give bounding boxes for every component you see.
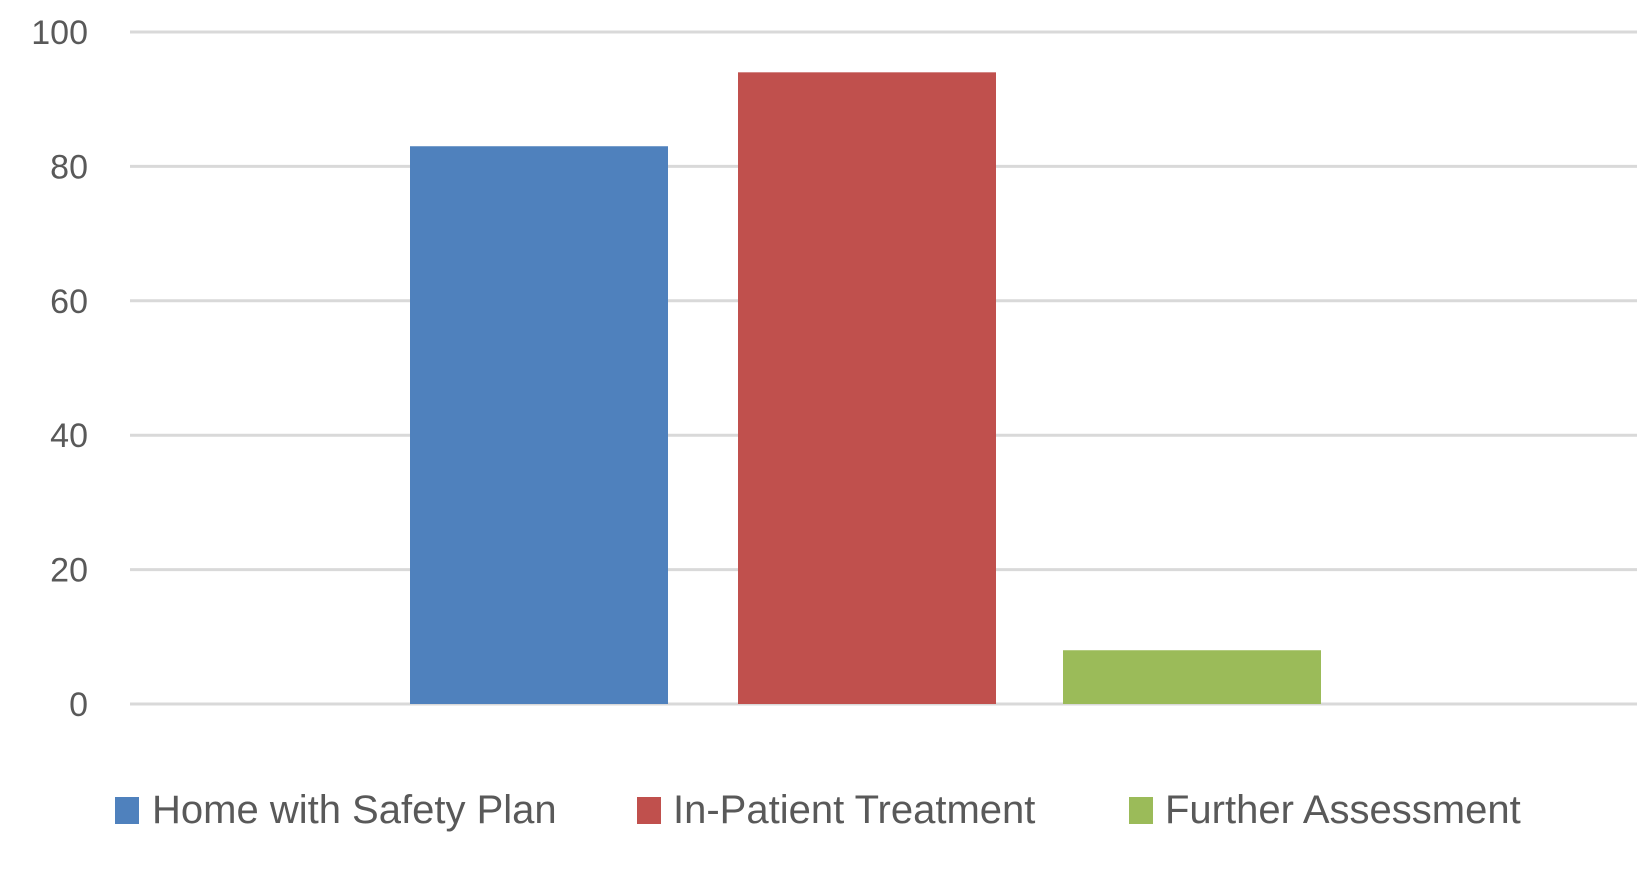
- legend-label: Further Assessment: [1165, 788, 1521, 832]
- legend-label: Home with Safety Plan: [152, 788, 557, 832]
- y-tick-label: 100: [31, 14, 88, 52]
- legend-swatch: [1129, 797, 1153, 824]
- legend-item: In-Patient Treatment: [637, 788, 1035, 832]
- legend: Home with Safety Plan In-Patient Treatmen…: [115, 788, 1521, 832]
- y-tick-label: 80: [50, 148, 88, 186]
- legend-item: Further Assessment: [1129, 788, 1521, 832]
- legend-swatch: [115, 797, 139, 824]
- bar-home-with-safety-plan: [410, 146, 668, 705]
- bar-further-assessment: [1063, 650, 1321, 704]
- bar-in-patient-treatment: [738, 72, 996, 704]
- y-tick-label: 60: [50, 283, 88, 321]
- y-tick-label: 20: [50, 552, 88, 590]
- y-axis: 0 20 40 60 80 100: [31, 14, 88, 724]
- bars: [410, 72, 1321, 705]
- legend-item: Home with Safety Plan: [115, 788, 557, 832]
- legend-label: In-Patient Treatment: [673, 788, 1035, 832]
- y-tick-label: 40: [50, 417, 88, 455]
- legend-swatch: [637, 797, 661, 824]
- y-tick-label: 0: [69, 686, 88, 724]
